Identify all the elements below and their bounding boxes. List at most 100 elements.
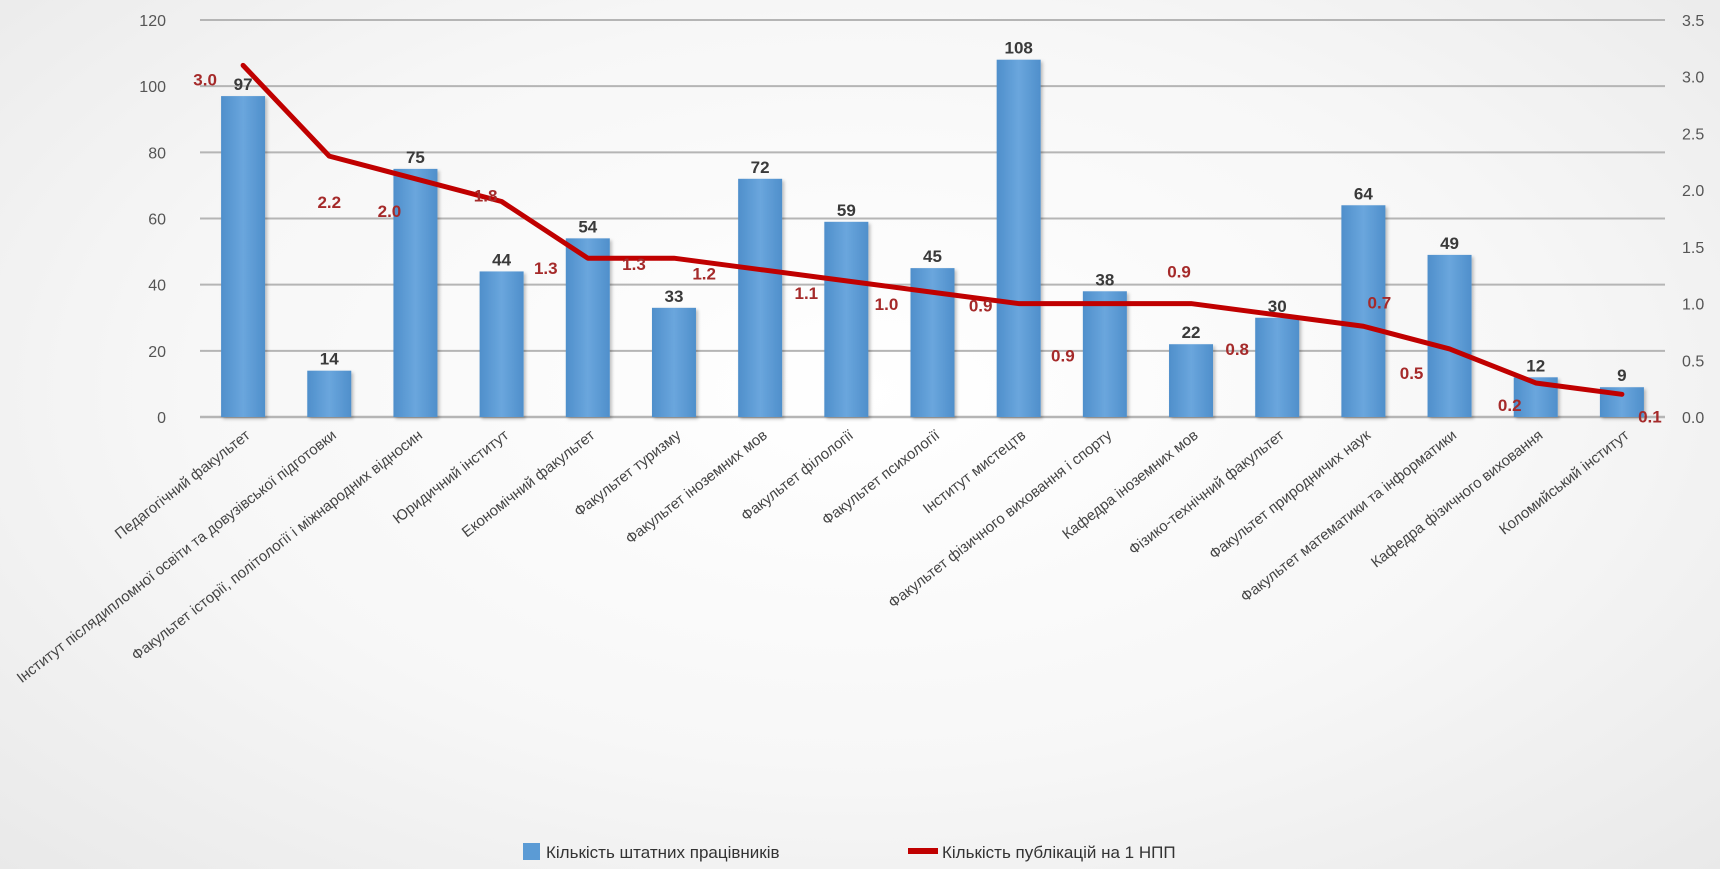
line-value-label: 0.8 bbox=[1225, 340, 1249, 359]
line-value-label: 3.0 bbox=[193, 70, 217, 89]
left-tick-label: 80 bbox=[148, 145, 166, 162]
gridlines bbox=[200, 19, 1665, 419]
bar bbox=[307, 370, 352, 417]
line-point bbox=[499, 199, 504, 204]
bar-value-label: 64 bbox=[1354, 184, 1373, 203]
bar-value-label: 9 bbox=[1617, 366, 1626, 385]
category-label: Педагогічний факультет bbox=[112, 427, 254, 543]
bar bbox=[479, 271, 524, 417]
line-value-label: 1.3 bbox=[622, 255, 646, 274]
bar-value-label: 75 bbox=[406, 148, 425, 167]
bar-value-label: 59 bbox=[837, 201, 856, 220]
bar bbox=[824, 221, 869, 417]
right-tick-label: 2.0 bbox=[1682, 183, 1704, 200]
left-tick-label: 0 bbox=[157, 410, 166, 427]
line-point bbox=[758, 267, 763, 272]
bar-value-label: 108 bbox=[1004, 39, 1032, 58]
line-point bbox=[1189, 301, 1194, 306]
legend-bar-swatch bbox=[523, 843, 540, 860]
line-value-label: 0.9 bbox=[1167, 263, 1191, 282]
category-label: Факультет історії, політології і міжнаро… bbox=[129, 427, 426, 665]
bar bbox=[1341, 205, 1386, 417]
line-value-label: 2.2 bbox=[317, 193, 341, 212]
line-value-label: 1.1 bbox=[795, 284, 819, 303]
right-tick-label: 0.5 bbox=[1682, 353, 1704, 370]
line-point bbox=[241, 63, 246, 68]
line-point bbox=[671, 256, 676, 261]
category-label: Фізико-технічний факультет bbox=[1126, 427, 1288, 559]
bar bbox=[393, 168, 438, 417]
legend-line-swatch bbox=[908, 848, 938, 854]
left-tick-label: 40 bbox=[148, 278, 166, 295]
bar-value-label: 33 bbox=[665, 287, 684, 306]
right-y-axis: 0.0 0.5 1.0 1.5 2.0 2.5 3.0 3.5 bbox=[1682, 13, 1704, 427]
category-label: Факультет іноземних мов bbox=[622, 427, 770, 548]
line-point bbox=[1447, 346, 1452, 351]
line-value-label: 0.9 bbox=[969, 297, 993, 316]
right-tick-label: 1.5 bbox=[1682, 240, 1704, 257]
bar bbox=[651, 307, 696, 417]
line-value-label: 0.1 bbox=[1638, 407, 1662, 426]
bar-value-label: 54 bbox=[578, 217, 597, 236]
line-value-label: 0.7 bbox=[1368, 293, 1392, 312]
line-point bbox=[930, 290, 935, 295]
category-label: Факультет природничих наук bbox=[1206, 426, 1374, 563]
legend-bar-label: Кількість штатних працівників bbox=[546, 843, 780, 862]
bar bbox=[1427, 254, 1472, 417]
left-tick-label: 100 bbox=[139, 79, 166, 96]
bar bbox=[1082, 291, 1127, 417]
left-y-axis: 0 20 40 60 80 100 120 bbox=[139, 13, 166, 427]
legend-line-label: Кількість публікацій на 1 НПП bbox=[942, 843, 1176, 862]
line-point bbox=[1533, 380, 1538, 385]
line-series bbox=[240, 62, 1625, 397]
line-value-label: 1.3 bbox=[534, 259, 558, 278]
right-tick-label: 3.0 bbox=[1682, 70, 1704, 87]
line-point bbox=[1016, 301, 1021, 306]
bar-value-label: 44 bbox=[492, 250, 511, 269]
bar-value-label: 45 bbox=[923, 247, 942, 266]
bar bbox=[565, 238, 610, 417]
category-label: Інститут післядипломної освіти та довузі… bbox=[14, 427, 340, 687]
right-tick-label: 1.0 bbox=[1682, 297, 1704, 314]
bar-series bbox=[221, 59, 1644, 417]
bar-value-label: 12 bbox=[1526, 356, 1545, 375]
line-point bbox=[413, 176, 418, 181]
legend: Кількість штатних працівників Кількість … bbox=[523, 843, 1176, 862]
line-value-label: 0.2 bbox=[1498, 396, 1522, 415]
line-value-label: 0.9 bbox=[1051, 347, 1075, 366]
bar-value-label: 22 bbox=[1182, 323, 1201, 342]
bar bbox=[221, 96, 266, 417]
line-value-label: 1.8 bbox=[474, 186, 498, 205]
line-point bbox=[327, 154, 332, 159]
right-tick-label: 3.5 bbox=[1682, 13, 1704, 30]
category-label: Кафедра іноземних мов bbox=[1059, 427, 1201, 543]
bar bbox=[738, 178, 783, 417]
line-point bbox=[1275, 312, 1280, 317]
line-value-label: 0.5 bbox=[1400, 364, 1424, 383]
bar bbox=[996, 59, 1041, 417]
right-tick-label: 0.0 bbox=[1682, 410, 1704, 427]
bar bbox=[1255, 317, 1300, 417]
bar-value-label: 30 bbox=[1268, 297, 1287, 316]
bar-value-label: 49 bbox=[1440, 234, 1459, 253]
category-label: Кафедра фізичного виховання bbox=[1368, 427, 1546, 571]
line-point bbox=[1619, 392, 1624, 397]
left-tick-label: 120 bbox=[139, 13, 166, 30]
bar bbox=[1169, 344, 1214, 417]
line-point bbox=[1361, 324, 1366, 329]
bar-data-labels: 97 14 75 44 54 33 72 59 45 108 38 22 30 64 49 12 9 bbox=[234, 39, 1627, 386]
right-tick-label: 2.5 bbox=[1682, 126, 1704, 143]
bar-value-label: 72 bbox=[751, 158, 770, 177]
line-data-labels: 3.0 2.2 2.0 1.8 1.3 1.3 1.2 1.1 1.0 0.9 0.9 0.9 0.8 0… bbox=[193, 70, 1661, 426]
line-point bbox=[585, 256, 590, 261]
line-point bbox=[844, 278, 849, 283]
bar-value-label: 14 bbox=[320, 350, 339, 369]
left-tick-label: 20 bbox=[148, 344, 166, 361]
line-value-label: 2.0 bbox=[378, 202, 402, 221]
line-value-label: 1.2 bbox=[692, 265, 716, 284]
bar-value-label: 38 bbox=[1095, 270, 1114, 289]
line-value-label: 1.0 bbox=[875, 295, 899, 314]
bar-value-label: 97 bbox=[234, 75, 253, 94]
